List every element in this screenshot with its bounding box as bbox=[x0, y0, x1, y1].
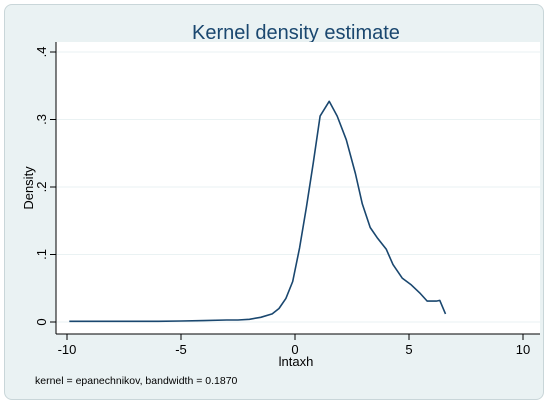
y-axis-ticks: 0 .1 .2 .3 .4 bbox=[34, 47, 56, 326]
x-tick-label-3: 5 bbox=[405, 342, 412, 357]
x-tick-label-0: -10 bbox=[58, 342, 77, 357]
kernel-note: kernel = epanechnikov, bandwidth = 0.187… bbox=[35, 375, 238, 387]
y-tick-label-1: .1 bbox=[34, 249, 49, 260]
axes bbox=[55, 42, 540, 335]
y-tick-label-2: .2 bbox=[34, 182, 49, 193]
y-tick-label-3: .3 bbox=[34, 114, 49, 125]
x-tick-label-4: 10 bbox=[516, 342, 530, 357]
x-axis-label: lntaxh bbox=[279, 354, 314, 369]
y-tick-label-0: 0 bbox=[34, 318, 49, 325]
plot-region bbox=[56, 42, 540, 334]
x-tick-label-1: -5 bbox=[175, 342, 187, 357]
x-tick-label-2: 0 bbox=[291, 342, 298, 357]
y-axis-label: Density bbox=[21, 166, 36, 210]
y-tick-label-4: .4 bbox=[34, 47, 49, 58]
x-axis-ticks: -10 -5 0 5 10 bbox=[58, 334, 530, 357]
density-curve bbox=[69, 100, 447, 323]
chart-title: Kernel density estimate bbox=[192, 22, 400, 44]
